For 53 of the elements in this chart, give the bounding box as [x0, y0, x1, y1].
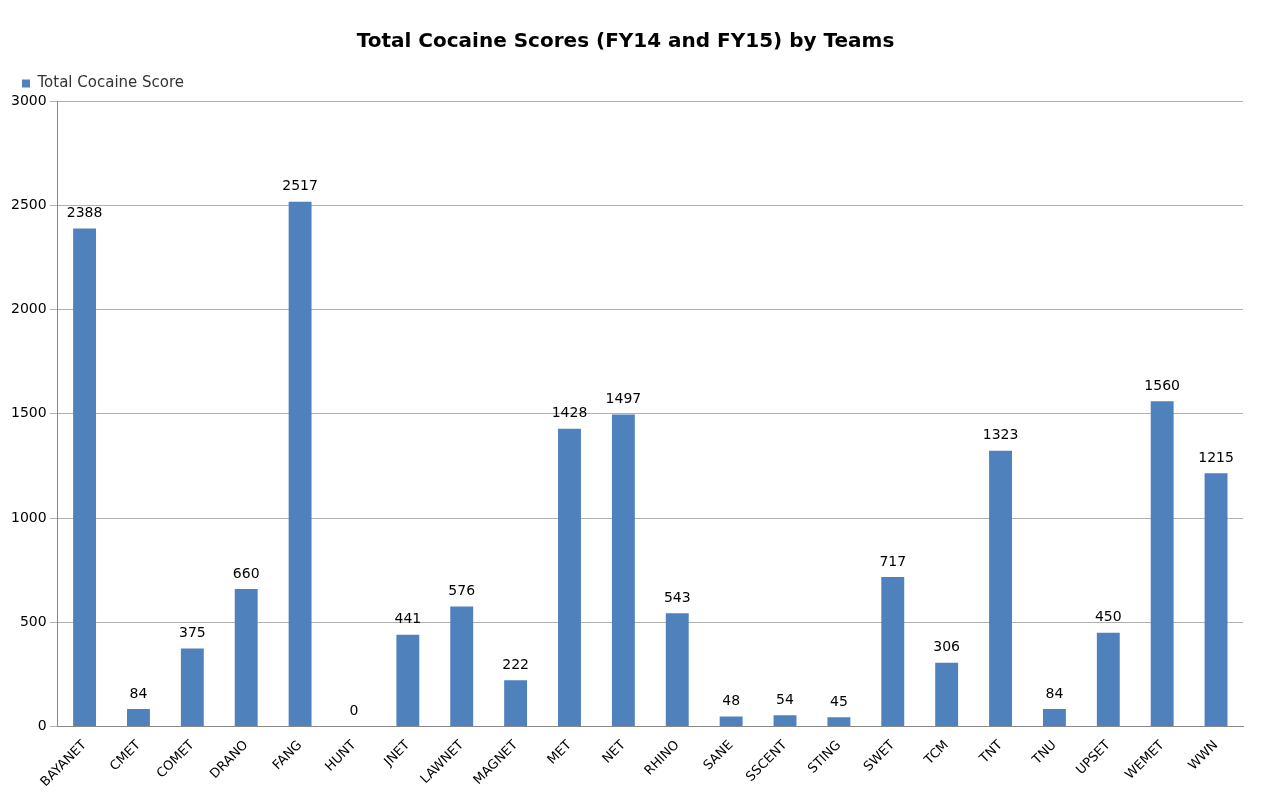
- data-label: 2517: [282, 177, 318, 194]
- y-tick-label: 2000: [10, 300, 47, 317]
- data-label: 717: [879, 552, 907, 569]
- bar: [396, 634, 420, 727]
- bar: [881, 577, 905, 727]
- bar: [504, 680, 528, 727]
- bar: [1042, 709, 1066, 727]
- y-tick-label: 1000: [10, 508, 47, 525]
- bar: [719, 716, 743, 727]
- data-label: 84: [129, 684, 148, 701]
- data-label: 576: [448, 582, 476, 599]
- y-tick-label: 2500: [10, 195, 47, 212]
- data-label: 54: [776, 690, 795, 707]
- chart-title: Total Cocaine Scores (FY14 and FY15) by Teams: [356, 28, 895, 53]
- data-label: 1323: [982, 426, 1019, 443]
- data-label: 306: [933, 638, 961, 655]
- bar: [665, 613, 689, 727]
- bar: [450, 606, 474, 727]
- data-label: 48: [722, 692, 741, 709]
- data-label: 1215: [1198, 448, 1234, 465]
- bar: [288, 201, 312, 727]
- bar: [73, 228, 97, 727]
- bar: [127, 709, 150, 727]
- data-label: 450: [1094, 608, 1122, 625]
- bar: [558, 428, 581, 727]
- y-tick-label: 3000: [10, 91, 47, 108]
- data-label: 543: [663, 589, 691, 606]
- legend-label: Total Cocaine Score: [36, 73, 185, 92]
- y-tick-label: 1500: [10, 404, 47, 421]
- y-tick-label: 500: [19, 612, 47, 629]
- bar: [1204, 473, 1228, 727]
- data-label: 45: [829, 692, 848, 709]
- y-tick-label: 0: [37, 717, 47, 734]
- data-label: 1428: [551, 404, 588, 421]
- bar: [773, 715, 797, 727]
- x-tick-label: TNT: [975, 736, 1006, 767]
- bar: [180, 648, 204, 727]
- bar: [1096, 632, 1120, 727]
- data-label: 1497: [605, 390, 642, 407]
- data-label: 660: [232, 564, 260, 581]
- data-label: 375: [178, 624, 206, 641]
- data-label: 2388: [66, 204, 103, 221]
- bar: [935, 662, 959, 727]
- data-label: 441: [394, 610, 422, 627]
- bar: [611, 414, 635, 727]
- bar: [989, 450, 1012, 727]
- bar: [1150, 401, 1174, 727]
- bar: [827, 717, 851, 727]
- data-label: 222: [502, 655, 529, 672]
- data-label: 1560: [1144, 376, 1180, 393]
- data-label: 84: [1045, 684, 1064, 701]
- data-label: 0: [349, 702, 359, 719]
- bar: [234, 588, 258, 727]
